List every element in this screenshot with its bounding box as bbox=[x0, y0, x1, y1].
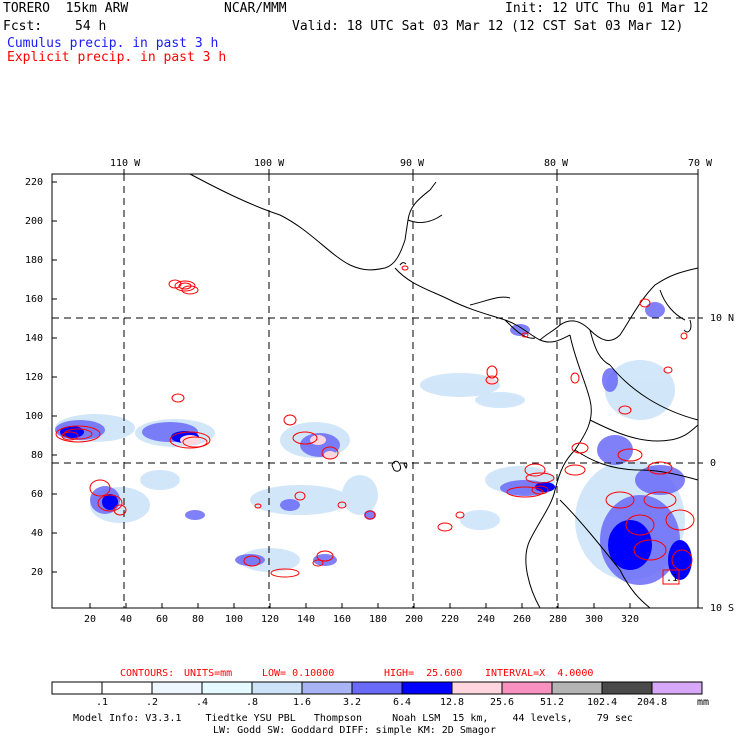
init-time: Init: 12 UTC Thu 01 Mar 12 bbox=[505, 1, 709, 16]
x-tick-label: 60 bbox=[156, 614, 169, 625]
explicit-precip-contours bbox=[55, 265, 695, 585]
colorbar-label: 3.2 bbox=[343, 697, 362, 708]
x-tick-label: 320 bbox=[621, 614, 640, 625]
y-tick-label: 180 bbox=[25, 255, 44, 266]
y-tick-label: 120 bbox=[25, 372, 44, 383]
field-cumulus-precip: Cumulus precip. in past 3 h bbox=[7, 36, 219, 51]
colorbar-label: .2 bbox=[146, 697, 159, 708]
lon-ticks-top bbox=[123, 169, 699, 174]
x-tick-label: 240 bbox=[477, 614, 496, 625]
x-tick-label: 260 bbox=[513, 614, 532, 625]
y-tick-label: 80 bbox=[31, 450, 44, 461]
colorbar-label: 25.6 bbox=[490, 697, 515, 708]
x-tick-label: 120 bbox=[261, 614, 280, 625]
y-tick-label: 60 bbox=[31, 489, 44, 500]
field-explicit-precip: Explicit precip. in past 3 h bbox=[7, 50, 227, 65]
y-axis-ticks bbox=[52, 181, 57, 573]
y-tick-label: 160 bbox=[25, 294, 44, 305]
y-tick-label: 140 bbox=[25, 333, 44, 344]
colorbar-label: .1 bbox=[96, 697, 109, 708]
coastlines bbox=[189, 173, 699, 609]
lat-label-10s: 10 S bbox=[710, 603, 735, 614]
y-tick-label: 100 bbox=[25, 411, 44, 422]
model-info-line1: Model Info: V3.3.1 Tiedtke YSU PBL Thomp… bbox=[73, 713, 633, 724]
contour-info-interval: INTERVAL=X 4.0000 bbox=[485, 668, 594, 679]
x-tick-label: 300 bbox=[585, 614, 604, 625]
x-tick-label: 160 bbox=[333, 614, 352, 625]
colorbar-label: 51.2 bbox=[540, 697, 565, 708]
colorbar-swatch bbox=[401, 681, 453, 695]
model-title: TORERO 15km ARW bbox=[3, 1, 129, 16]
forecast-hour: 54 h bbox=[75, 19, 107, 34]
colorbar-label: 102.4 bbox=[587, 697, 618, 708]
colorbar-swatch bbox=[201, 681, 253, 695]
x-tick-label: 80 bbox=[192, 614, 205, 625]
lon-label-110w: 110 W bbox=[110, 158, 141, 169]
colorbar-swatch bbox=[101, 681, 153, 695]
contour-info-low: LOW= 0.10000 bbox=[262, 668, 335, 679]
lon-label-80w: 80 W bbox=[544, 158, 569, 169]
x-tick-label: 40 bbox=[120, 614, 133, 625]
colorbar-swatch bbox=[251, 681, 303, 695]
colorbar-unit: mm bbox=[697, 697, 710, 708]
colorbar-swatch bbox=[301, 681, 353, 695]
model-info-line2: LW: Godd SW: Goddard DIFF: simple KM: 2D… bbox=[213, 725, 496, 736]
x-tick-label: 200 bbox=[405, 614, 424, 625]
lat-lon-grid bbox=[52, 174, 698, 608]
colorbar-label: 204.8 bbox=[637, 697, 668, 708]
lon-label-70w: 70 W bbox=[688, 158, 713, 169]
contour-info-high: HIGH= 25.600 bbox=[384, 668, 463, 679]
x-tick-label: 100 bbox=[225, 614, 244, 625]
lat-label-10n: 10 N bbox=[710, 313, 735, 324]
y-tick-label: 200 bbox=[25, 216, 44, 227]
contour-info-units: UNITS=mm bbox=[184, 668, 233, 679]
lon-label-100w: 100 W bbox=[254, 158, 285, 169]
colorbar-swatch bbox=[151, 681, 203, 695]
x-tick-label: 20 bbox=[84, 614, 97, 625]
colorbar-swatch bbox=[601, 681, 653, 695]
x-tick-label: 140 bbox=[297, 614, 316, 625]
x-tick-label: 280 bbox=[549, 614, 568, 625]
colorbar-swatch bbox=[551, 681, 603, 695]
y-tick-label: 40 bbox=[31, 528, 44, 539]
colorbar-label: 6.4 bbox=[393, 697, 412, 708]
colorbar-swatch bbox=[51, 681, 103, 695]
colorbar-swatch bbox=[451, 681, 503, 695]
x-tick-label: 180 bbox=[369, 614, 388, 625]
colorbar-swatch bbox=[351, 681, 403, 695]
colorbar-swatch bbox=[501, 681, 553, 695]
contour-info-label: CONTOURS: bbox=[120, 668, 175, 679]
contour-annotation: .1 bbox=[666, 573, 679, 584]
forecast-label: Fcst: bbox=[3, 19, 43, 34]
y-tick-label: 20 bbox=[31, 567, 44, 578]
colorbar-swatch bbox=[651, 681, 703, 695]
organization-label: NCAR/MMM bbox=[224, 1, 287, 16]
colorbar bbox=[51, 681, 703, 695]
lat-ticks-right bbox=[698, 317, 703, 609]
x-tick-label: 220 bbox=[441, 614, 460, 625]
colorbar-label: .8 bbox=[246, 697, 259, 708]
lat-label-0: 0 bbox=[710, 458, 717, 469]
colorbar-label: 1.6 bbox=[293, 697, 312, 708]
x-axis-ticks bbox=[89, 603, 631, 608]
y-tick-label: 220 bbox=[25, 177, 44, 188]
colorbar-label: 12.8 bbox=[440, 697, 465, 708]
lon-label-90w: 90 W bbox=[400, 158, 425, 169]
colorbar-label: .4 bbox=[196, 697, 209, 708]
valid-time: Valid: 18 UTC Sat 03 Mar 12 (12 CST Sat … bbox=[292, 19, 684, 34]
